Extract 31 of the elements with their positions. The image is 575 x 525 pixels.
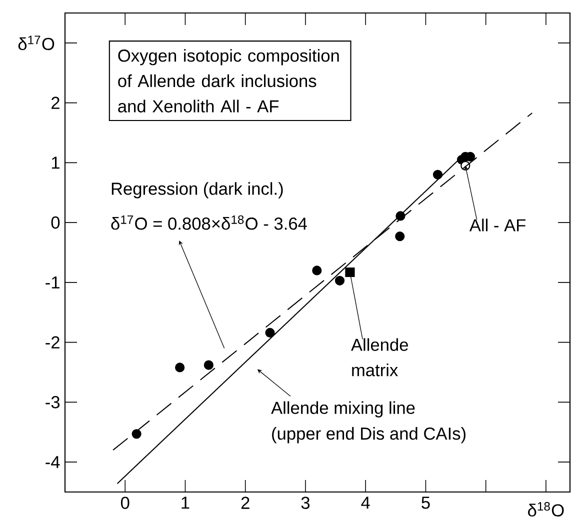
x-tick-label: 2 xyxy=(241,496,250,509)
point xyxy=(334,276,345,286)
point xyxy=(175,362,185,372)
x-tick-label: 3 xyxy=(301,496,310,509)
y-tick-label: -1 xyxy=(46,276,60,288)
x-tick-label: 0 xyxy=(120,496,130,509)
y-tick-label: -4 xyxy=(46,456,60,468)
x-tick-label: 5 xyxy=(422,496,430,509)
y-tick-label: -2 xyxy=(46,336,60,348)
point xyxy=(345,267,355,278)
point xyxy=(204,360,214,370)
x-tick-label: 4 xyxy=(361,496,370,509)
annotation: δ$^{17}$O = 0.808×δ$^{18}$O - 3.64 xyxy=(111,215,307,230)
point xyxy=(432,170,443,180)
point xyxy=(132,429,142,439)
y-tick-label: -3 xyxy=(46,396,60,408)
annotation: (upper end Dis and CAIs) xyxy=(272,427,466,444)
y-tick-label: 0 xyxy=(51,216,60,229)
y-tick-label: 1 xyxy=(52,156,60,169)
point xyxy=(312,266,322,276)
annotation: Allende matrix xyxy=(351,338,408,376)
point xyxy=(395,232,405,242)
point xyxy=(265,328,275,338)
y-axis-title: δ$^{17}$O xyxy=(18,36,54,50)
annotation: Allende mixing line xyxy=(271,401,415,418)
annotation: Regression (dark incl.) xyxy=(112,182,283,198)
x-axis-title: δ$^{18}$O xyxy=(528,502,564,516)
y-tick-label: 2 xyxy=(52,96,60,109)
annotation: All - AF xyxy=(469,218,526,232)
x-tick-label: 1 xyxy=(182,496,190,509)
text: Oxygen isotopic composition of Allende dark inclusions and Xenolith All - AF xyxy=(118,49,339,112)
